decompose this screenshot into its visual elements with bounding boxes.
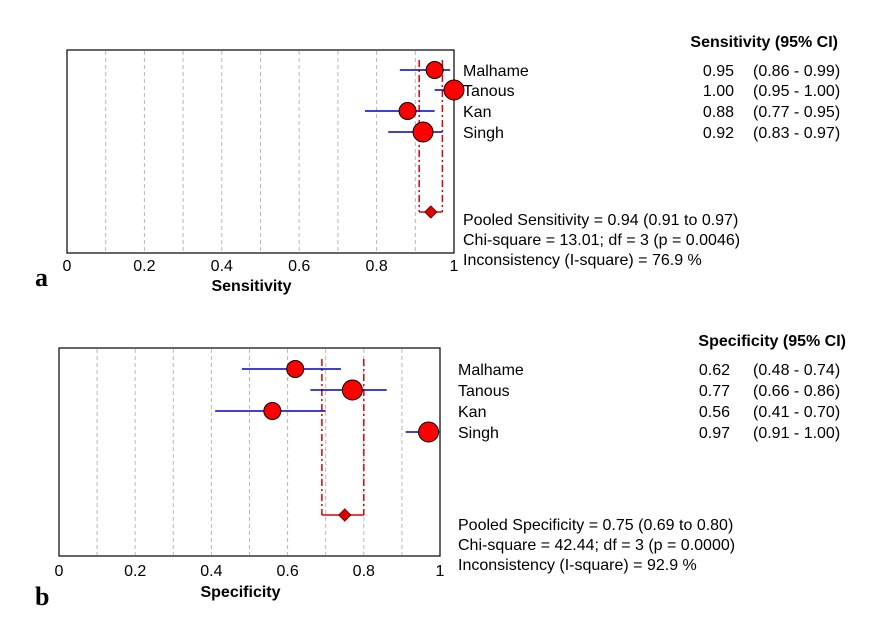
study-estimate-label: 0.97	[699, 425, 730, 442]
study-name-label: Malhame	[458, 362, 524, 379]
study-point-marker	[425, 61, 444, 79]
x-tick-label: 0.4	[200, 563, 222, 580]
estimate-column-header: Specificity (95% CI)	[698, 333, 846, 350]
x-tick-label: 0.8	[365, 258, 387, 275]
study-estimate-label: 1.00	[703, 83, 734, 100]
summary-stat-line: Chi-square = 13.01; df = 3 (p = 0.0046)	[463, 232, 740, 249]
study-estimate-label: 0.95	[703, 63, 734, 80]
study-point-marker	[398, 102, 417, 120]
forest-panel-b: Malhame 0.62 (0.48 - 0.74) Tanous 0.77 (0.66 …	[35, 333, 846, 611]
study-estimate-label: 0.77	[699, 383, 730, 400]
study-name-label: Malhame	[463, 63, 529, 80]
pooled-estimate-diamond	[424, 205, 438, 219]
x-tick-label: 0.6	[276, 563, 298, 580]
study-ci-label: (0.86 - 0.99)	[753, 63, 840, 80]
summary-stat-line: Inconsistency (I-square) = 76.9 %	[463, 252, 702, 269]
study-estimate-label: 0.56	[699, 404, 730, 421]
study-name-label: Kan	[458, 404, 486, 421]
study-ci-label: (0.83 - 0.97)	[753, 125, 840, 142]
study-ci-label: (0.77 - 0.95)	[753, 104, 840, 121]
study-name-label: Tanous	[458, 383, 510, 400]
study-estimate-label: 0.62	[699, 362, 730, 379]
summary-stat-line: Inconsistency (I-square) = 92.9 %	[458, 557, 697, 574]
study-name-label: Kan	[463, 104, 491, 121]
x-tick-label: 0.8	[353, 563, 375, 580]
x-tick-label: 1	[436, 563, 445, 580]
pooled-estimate-diamond	[338, 508, 352, 522]
forest-panel-a: Malhame 0.95 (0.86 - 0.99) Tanous 1.00 (0.95 …	[35, 34, 840, 295]
study-estimate-label: 0.88	[703, 104, 734, 121]
panel-letter-label: a	[35, 263, 48, 292]
x-tick-label: 0.4	[211, 258, 233, 275]
study-point-marker	[412, 121, 434, 143]
x-tick-label: 0.2	[133, 258, 155, 275]
x-tick-label: 0	[63, 258, 72, 275]
study-estimate-label: 0.92	[703, 125, 734, 142]
study-name-label: Singh	[458, 425, 499, 442]
summary-stat-line: Pooled Specificity = 0.75 (0.69 to 0.80)	[458, 517, 733, 534]
study-ci-label: (0.95 - 1.00)	[753, 83, 840, 100]
study-point-marker	[263, 402, 282, 420]
x-tick-label: 1	[450, 258, 459, 275]
study-point-marker	[286, 360, 305, 378]
x-tick-label: 0.6	[288, 258, 310, 275]
study-point-marker	[418, 421, 440, 443]
study-point-marker	[341, 379, 363, 401]
plot-frame	[58, 347, 441, 557]
x-tick-label: 0	[55, 563, 64, 580]
x-axis-label: Sensitivity	[211, 278, 291, 295]
summary-stat-line: Pooled Sensitivity = 0.94 (0.91 to 0.97)	[463, 212, 738, 229]
summary-stat-line: Chi-square = 42.44; df = 3 (p = 0.0000)	[458, 537, 735, 554]
study-name-label: Singh	[463, 125, 504, 142]
x-axis-label: Specificity	[200, 584, 280, 601]
study-ci-label: (0.66 - 0.86)	[753, 383, 840, 400]
estimate-column-header: Sensitivity (95% CI)	[690, 34, 838, 51]
panel-letter-label: b	[35, 582, 49, 611]
study-point-marker	[443, 79, 465, 101]
study-ci-label: (0.91 - 1.00)	[753, 425, 840, 442]
x-tick-label: 0.2	[124, 563, 146, 580]
study-ci-label: (0.48 - 0.74)	[753, 362, 840, 379]
study-ci-label: (0.41 - 0.70)	[753, 404, 840, 421]
study-name-label: Tanous	[463, 83, 515, 100]
